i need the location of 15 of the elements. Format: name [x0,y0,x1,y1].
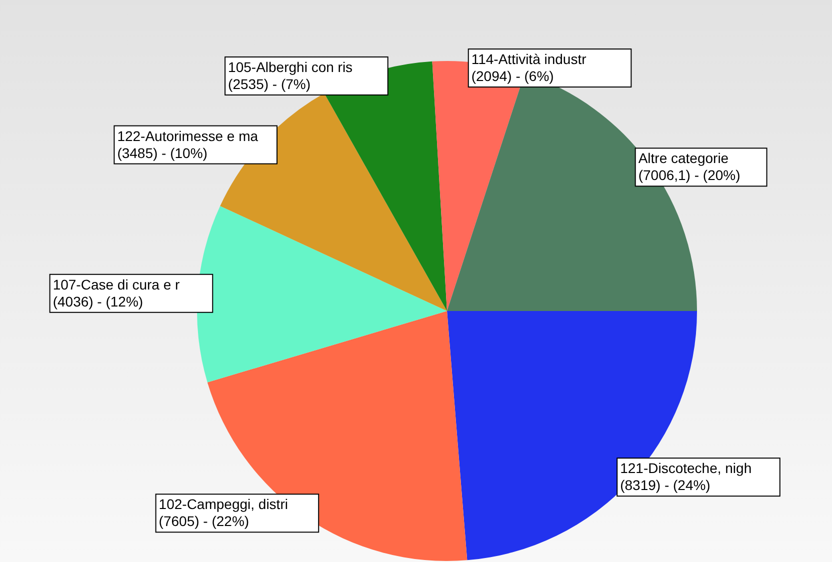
data-label: (8319) - (24%) [620,477,710,494]
slice-label: 122-Autorimesse e ma [117,128,258,144]
slice-label: 121-Discoteche, nigh [620,460,752,476]
data-label: (7605) - (22%) [158,513,250,530]
data-label: (7006,1) - (20%) [638,167,740,184]
slice-label: 102-Campeggi, distri [158,496,288,512]
data-label: (4036) - (12%) [52,293,144,310]
slice-label: 107-Case di cura e r [52,276,180,292]
slice-label: Altre categorie [638,150,729,166]
pie-slice [197,206,447,382]
data-label: (2535) - (7%) [228,76,311,92]
slice-label: 105-Alberghi con ris [228,58,353,75]
data-label: (3485) - (10%) [117,144,208,161]
slice-label: 114-Attività industr [471,51,587,68]
data-label: (2094) - (6%) [471,68,554,84]
